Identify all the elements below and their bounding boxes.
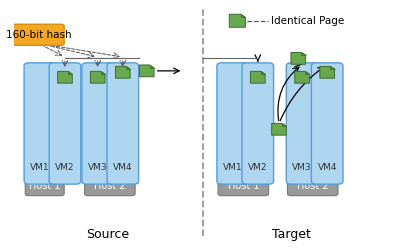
Polygon shape: [139, 65, 154, 77]
FancyBboxPatch shape: [25, 177, 64, 196]
Text: VM1: VM1: [30, 163, 50, 172]
Polygon shape: [90, 71, 105, 83]
Polygon shape: [330, 66, 334, 69]
FancyBboxPatch shape: [217, 63, 248, 184]
Polygon shape: [272, 123, 286, 135]
Polygon shape: [240, 14, 245, 17]
Polygon shape: [295, 71, 310, 83]
Polygon shape: [305, 71, 310, 74]
Polygon shape: [101, 71, 105, 74]
FancyBboxPatch shape: [24, 63, 56, 184]
FancyBboxPatch shape: [107, 63, 139, 184]
Text: Identical Page: Identical Page: [271, 16, 344, 26]
FancyBboxPatch shape: [242, 63, 274, 184]
Text: Source: Source: [86, 228, 130, 241]
Text: Host 2: Host 2: [297, 181, 328, 191]
Polygon shape: [250, 71, 265, 83]
Text: VM4: VM4: [318, 163, 337, 172]
Text: VM2: VM2: [55, 163, 75, 172]
Polygon shape: [291, 52, 306, 64]
Text: VM2: VM2: [248, 163, 268, 172]
FancyBboxPatch shape: [49, 63, 81, 184]
Text: Host 1: Host 1: [29, 181, 60, 191]
Text: VM4: VM4: [113, 163, 132, 172]
Polygon shape: [58, 71, 72, 83]
FancyBboxPatch shape: [85, 177, 135, 196]
Text: VM3: VM3: [292, 163, 312, 172]
Text: VM1: VM1: [223, 163, 242, 172]
Polygon shape: [229, 14, 245, 27]
FancyBboxPatch shape: [311, 63, 343, 184]
Text: VM3: VM3: [88, 163, 108, 172]
Text: Host 2: Host 2: [94, 181, 126, 191]
FancyBboxPatch shape: [288, 177, 338, 196]
FancyBboxPatch shape: [12, 24, 64, 45]
Polygon shape: [150, 65, 154, 68]
Text: 160-bit hash: 160-bit hash: [6, 30, 71, 40]
Polygon shape: [126, 66, 130, 69]
Polygon shape: [301, 52, 306, 55]
FancyBboxPatch shape: [82, 63, 114, 184]
Polygon shape: [68, 71, 72, 74]
Text: Host 1: Host 1: [228, 181, 259, 191]
FancyBboxPatch shape: [286, 63, 318, 184]
FancyBboxPatch shape: [218, 177, 268, 196]
Polygon shape: [282, 123, 286, 126]
Polygon shape: [320, 66, 334, 78]
Text: Target: Target: [272, 228, 311, 241]
Polygon shape: [261, 71, 265, 74]
Polygon shape: [116, 66, 130, 78]
